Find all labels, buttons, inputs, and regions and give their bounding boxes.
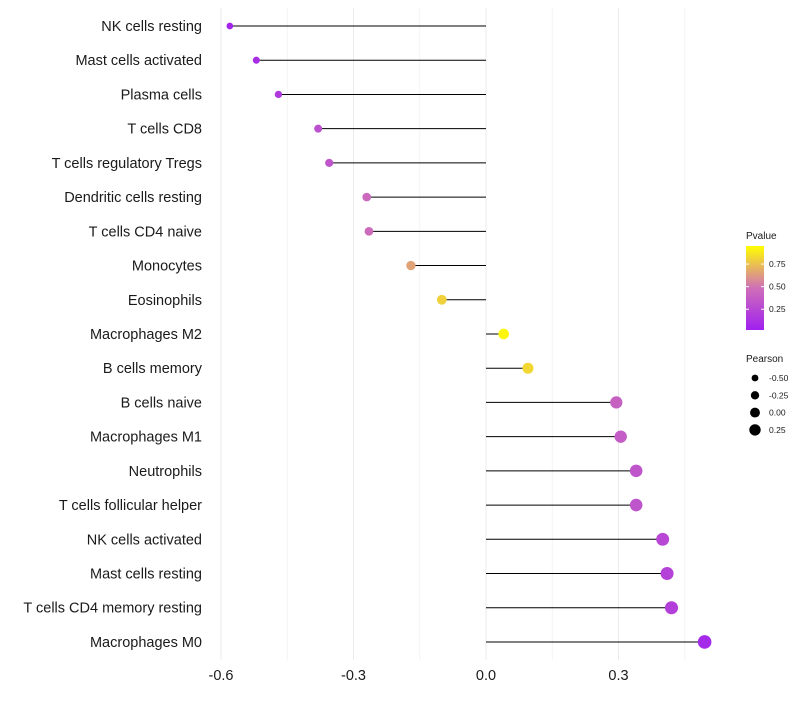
legend-size-dot-1 [751,374,759,382]
legend-size-dot-3 [750,407,760,418]
y-label-15: T cells follicular helper [59,498,202,514]
point-7 [364,226,374,236]
y-label-2: Mast cells activated [75,53,202,69]
y-label-8: Monocytes [132,259,202,275]
legend-size-label-3: 0.00 [769,408,786,418]
stem-layer [229,25,705,643]
point-6 [362,192,372,202]
y-label-6: Dendritic cells resting [64,190,202,206]
x-tick-label-2: -0.3 [341,668,366,684]
legend-pvalue-tick-1: 0.75 [769,259,786,269]
y-axis-labels: NK cells resting Mast cells activated Plas… [23,19,202,651]
point-1 [226,22,234,30]
point-8 [406,260,416,271]
point-11 [522,362,534,374]
point-3 [274,90,283,99]
point-10 [498,328,509,340]
point-4 [314,124,323,133]
x-axis-ticks: -0.6 -0.3 0.0 0.3 [208,668,628,684]
y-label-3: Plasma cells [121,87,202,103]
point-16 [656,532,670,546]
y-label-11: B cells memory [103,361,203,377]
point-19 [697,635,712,649]
legend-colorbar [746,246,764,330]
point-15 [629,498,643,512]
y-label-7: T cells CD4 naive [89,224,202,240]
x-tick-label-4: 0.3 [608,668,628,684]
y-label-14: Neutrophils [129,464,202,480]
point-18 [664,601,679,615]
y-label-12: B cells naive [121,395,202,411]
legend-pvalue-tick-3: 0.25 [769,304,786,314]
y-label-13: Macrophages M1 [90,430,202,446]
legend-pvalue-tick-2: 0.50 [769,282,786,292]
point-5 [325,158,334,167]
point-layer [226,22,712,649]
legend-pvalue-title: Pvalue [746,231,777,242]
y-label-16: NK cells activated [87,532,202,548]
y-label-18: T cells CD4 memory resting [23,601,202,617]
legend-size-label-2: -0.25 [769,390,789,400]
legend-pearson-title: Pearson [746,354,783,365]
point-17 [660,567,674,581]
y-label-5: T cells regulatory Tregs [52,156,202,172]
point-14 [629,464,643,478]
legend-size-label-1: -0.50 [769,373,789,383]
point-2 [252,56,260,64]
y-label-19: Macrophages M0 [90,635,202,651]
point-9 [436,294,447,305]
legend: Pvalue 0.75 0.50 0.25 Pearson -0.50 -0.25 0.00 0… [746,231,789,436]
y-label-10: Macrophages M2 [90,327,202,343]
legend-size-dot-4 [749,424,761,436]
point-12 [610,396,623,409]
x-tick-label-3: 0.0 [476,668,496,684]
legend-size-dot-2 [750,391,760,400]
y-label-1: NK cells resting [101,19,202,35]
y-label-4: T cells CD8 [127,122,202,138]
legend-size-label-4: 0.25 [769,425,786,435]
x-tick-label-1: -0.6 [208,668,233,684]
y-label-17: Mast cells resting [90,567,202,583]
y-label-9: Eosinophils [128,293,202,309]
grid-layer [220,8,686,660]
point-13 [614,430,627,443]
